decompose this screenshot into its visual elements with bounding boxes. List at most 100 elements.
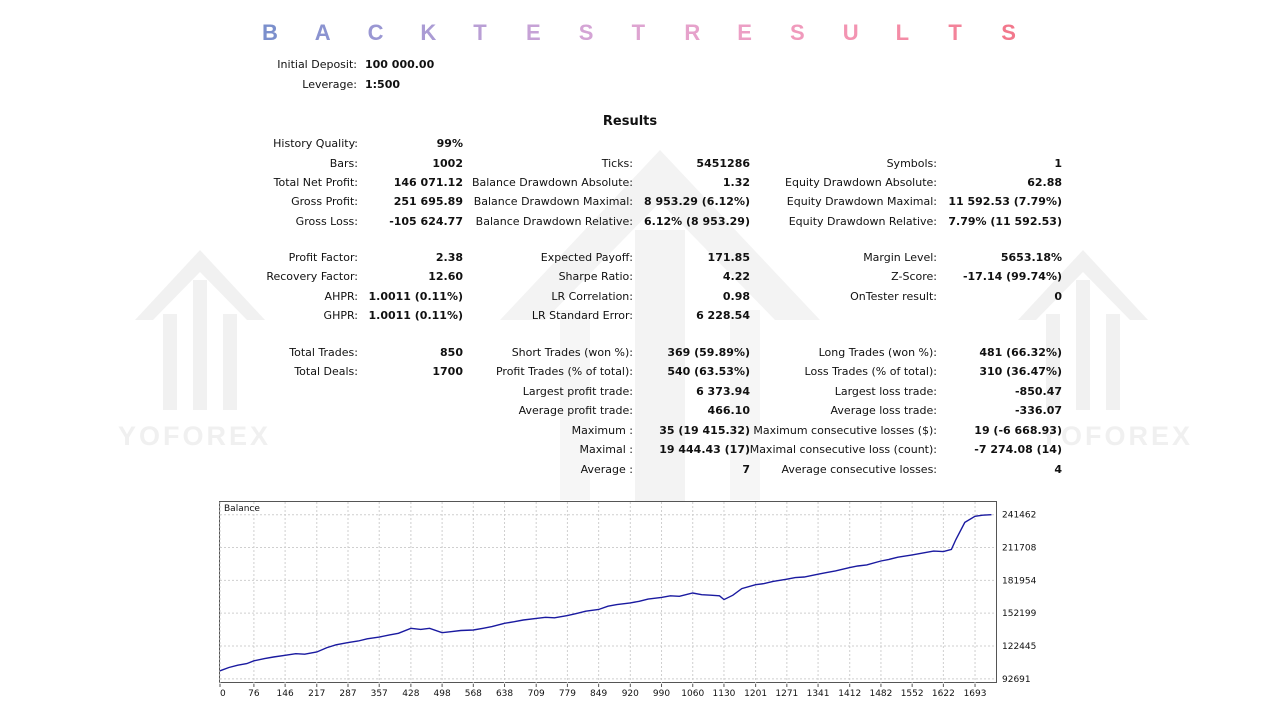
- stat-value: 35 (19 415.32): [659, 424, 750, 437]
- title-letter: L: [895, 20, 910, 45]
- stat-value: 6 228.54: [696, 309, 750, 322]
- chart-x-tick-label: 920: [622, 689, 639, 699]
- stat-value: 1002: [432, 157, 463, 170]
- stat-label: Equity Drawdown Maximal:: [786, 195, 937, 208]
- stat-value: 1700: [432, 365, 463, 378]
- stat-value: 99%: [436, 137, 463, 150]
- chart-x-tick-label: 1271: [775, 689, 798, 699]
- chart-y-tick-label: 241462: [1002, 511, 1036, 521]
- chart-y-tick-label: 152199: [1002, 609, 1037, 619]
- stat-label: Profit Factor:: [288, 251, 358, 264]
- title-letter: E: [526, 20, 541, 45]
- stat-label: Gross Loss:: [295, 215, 358, 228]
- chart-y-tick-label: 122445: [1002, 642, 1036, 652]
- stat-value: 540 (63.53%): [667, 365, 750, 378]
- title-letter: T: [473, 20, 487, 45]
- chart-x-tick-label: 1130: [713, 689, 736, 699]
- stat-label: Bars:: [329, 157, 358, 170]
- stat-label: Gross Profit:: [291, 195, 358, 208]
- stat-label: History Quality:: [273, 137, 358, 150]
- title-letter: S: [578, 20, 594, 45]
- stat-value: -17.14 (99.74%): [962, 270, 1062, 283]
- title-letter: T: [948, 20, 962, 45]
- stat-value: 6 373.94: [696, 385, 750, 398]
- chart-x-tick-label: 1693: [964, 689, 987, 699]
- stat-label: Loss Trades (% of total):: [804, 365, 937, 378]
- stat-label: Recovery Factor:: [266, 270, 358, 283]
- stat-label: LR Standard Error:: [531, 309, 633, 322]
- chart-x-tick-label: 990: [653, 689, 670, 699]
- chart-x-tick-label: 638: [496, 689, 513, 699]
- stat-value: -850.47: [1014, 385, 1062, 398]
- watermark-text-right: YOFOREX: [1040, 421, 1194, 451]
- stat-label: Maximum consecutive losses ($):: [753, 424, 937, 437]
- stat-label: Profit Trades (% of total):: [495, 365, 633, 378]
- stat-label: Balance Drawdown Maximal:: [473, 195, 633, 208]
- stat-value: 19 (-6 668.93): [974, 424, 1062, 437]
- chart-x-tick-label: 0: [220, 689, 226, 699]
- stat-label: Expected Payoff:: [540, 251, 633, 264]
- chart-x-tick-label: 1552: [901, 689, 924, 699]
- stat-value: 7: [742, 463, 750, 476]
- leverage-label: Leverage:: [302, 78, 357, 91]
- chart-x-tick-label: 76: [248, 689, 260, 699]
- stat-label: Largest loss trade:: [834, 385, 937, 398]
- title-letter: C: [367, 20, 384, 45]
- balance-line: [219, 514, 992, 672]
- chart-x-tick-label: 146: [277, 689, 294, 699]
- chart-x-tick-label: 1341: [807, 689, 830, 699]
- stat-value: 1.32: [722, 176, 750, 189]
- title-letter: A: [314, 20, 331, 45]
- stat-value: 5451286: [696, 157, 750, 170]
- balance-chart: [219, 501, 997, 683]
- chart-y-tick-label: 92691: [1002, 675, 1031, 685]
- stat-label: Total Deals:: [294, 365, 358, 378]
- stat-label: Ticks:: [601, 157, 633, 170]
- stat-label: Average :: [580, 463, 633, 476]
- stat-value: 369 (59.89%): [667, 346, 750, 359]
- stat-label: Average loss trade:: [830, 404, 937, 417]
- watermark-logo-left: [135, 250, 265, 415]
- chart-x-tick-label: 1412: [838, 689, 861, 699]
- chart-x-tick-label: 357: [371, 689, 388, 699]
- chart-title: Balance: [224, 504, 260, 514]
- stat-label: Short Trades (won %):: [511, 346, 633, 359]
- stat-value: -336.07: [1014, 404, 1062, 417]
- stat-label: Total Net Profit:: [273, 176, 358, 189]
- stat-label: Sharpe Ratio:: [558, 270, 633, 283]
- stat-label: Average consecutive losses:: [781, 463, 937, 476]
- stat-value: 146 071.12: [393, 176, 463, 189]
- chart-x-tick-label: 498: [434, 689, 451, 699]
- chart-x-tick-label: 568: [465, 689, 482, 699]
- title-letter: K: [420, 20, 437, 45]
- stat-value: 62.88: [1027, 176, 1062, 189]
- watermark-logo-center: [500, 150, 820, 550]
- chart-x-tick-label: 428: [402, 689, 419, 699]
- title-letter: T: [631, 20, 646, 45]
- initial-deposit-label: Initial Deposit:: [277, 58, 357, 71]
- stat-label: Balance Drawdown Relative:: [475, 215, 633, 228]
- chart-x-tick-label: 849: [590, 689, 607, 699]
- stat-value: 2.38: [435, 251, 463, 264]
- watermark-text-left: YOFOREX: [118, 421, 272, 451]
- stat-value: 310 (36.47%): [979, 365, 1062, 378]
- stat-label: Long Trades (won %):: [818, 346, 937, 359]
- initial-deposit-value: 100 000.00: [365, 58, 435, 71]
- stat-label: Symbols:: [886, 157, 937, 170]
- stat-value: 11 592.53 (7.79%): [948, 195, 1062, 208]
- chart-x-tick-label: 1060: [681, 689, 704, 699]
- watermark-logo-right: [1018, 250, 1148, 415]
- stat-value: -105 624.77: [389, 215, 463, 228]
- stat-value: 12.60: [428, 270, 463, 283]
- stat-label: Equity Drawdown Relative:: [788, 215, 937, 228]
- stat-label: Margin Level:: [863, 251, 937, 264]
- stat-value: 5653.18%: [1000, 251, 1062, 264]
- stat-value: 4: [1054, 463, 1062, 476]
- title-letter: S: [1001, 20, 1016, 45]
- chart-x-tick-label: 1482: [869, 689, 892, 699]
- chart-x-tick-label: 287: [339, 689, 356, 699]
- stat-label: LR Correlation:: [551, 290, 633, 303]
- stat-label: Equity Drawdown Absolute:: [785, 176, 937, 189]
